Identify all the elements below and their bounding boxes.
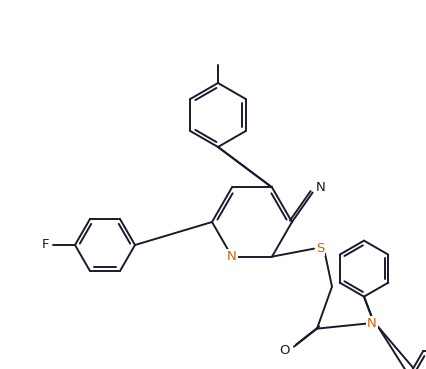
Text: F: F [41, 238, 49, 252]
Text: O: O [280, 344, 290, 357]
Text: N: N [367, 317, 377, 330]
Text: N: N [316, 181, 325, 194]
Text: N: N [227, 250, 237, 263]
Text: S: S [316, 242, 324, 255]
